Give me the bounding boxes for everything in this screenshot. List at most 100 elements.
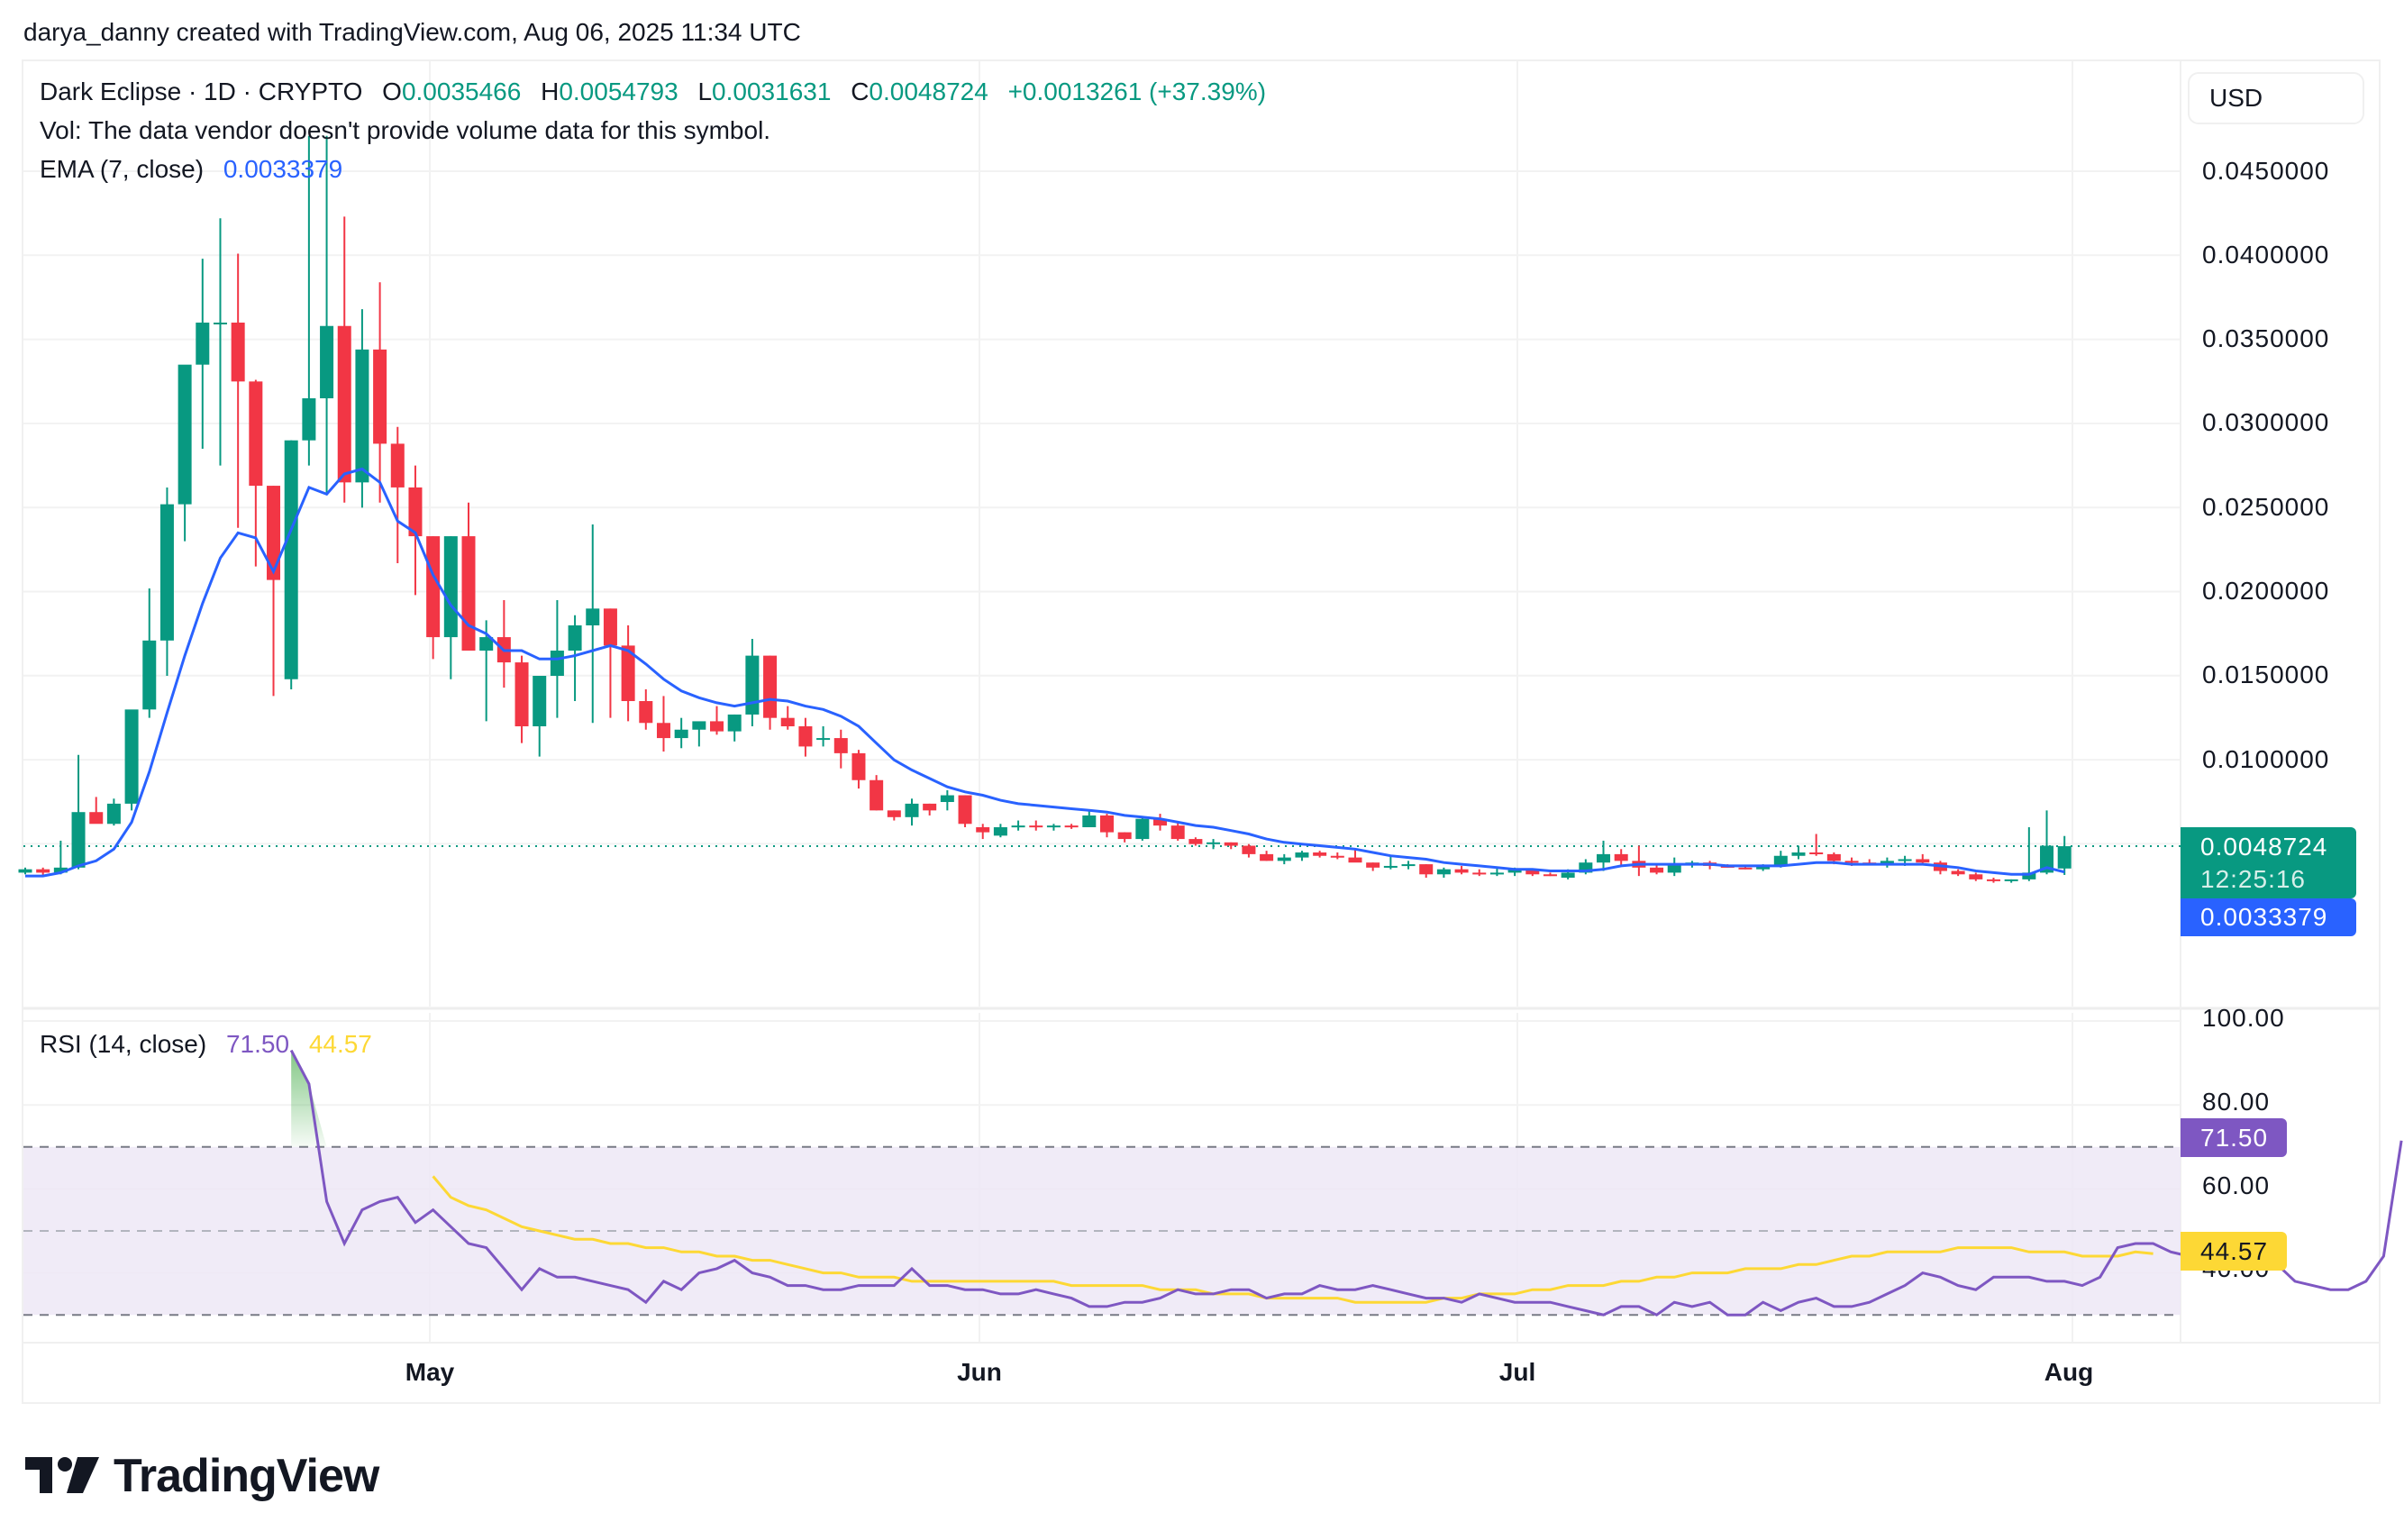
last-price-value: 0.0048724 [2200,833,2328,861]
candle [1348,857,1362,863]
candle [1756,865,1771,870]
candle [1454,869,1469,873]
bar-countdown: 12:25:16 [2200,865,2306,893]
price-tick: 0.0250000 [2202,493,2330,521]
candle [53,867,68,873]
last-price-tag: 0.0048724 12:25:16 [2181,827,2356,898]
candle [550,651,564,677]
candle [1419,864,1434,875]
candle [1667,864,1681,873]
candle [1366,862,1380,868]
candle [1064,825,1079,828]
time-label-jul: Jul [1498,1358,1536,1386]
candle [284,440,298,679]
candle [1826,853,1841,861]
candle [656,723,670,739]
time-label-jun: Jun [957,1358,1002,1386]
candle [1170,825,1185,840]
tradingview-logo-icon [25,1457,99,1493]
candle [1436,869,1451,875]
rsi-ma-value: 44.57 [308,1030,372,1058]
candle [851,752,866,780]
candle [302,398,316,441]
candle [196,323,210,365]
ema-value: 0.0033379 [223,155,343,183]
logo-wordmark: TradingView [114,1450,379,1502]
candle [426,536,441,638]
candle [124,709,139,804]
candle [320,325,334,399]
rsi-tick: 100.00 [2202,1004,2285,1032]
candle [1224,842,1238,846]
candle [1135,818,1150,840]
candle [1330,855,1344,858]
low-value: 0.0031631 [712,77,832,105]
candle [1489,872,1504,875]
price-tick: 0.0150000 [2202,661,2330,688]
candle [267,486,281,580]
rsi-value-tag: 71.50 [2181,1118,2287,1157]
ema-legend[interactable]: EMA (7, close) 0.0033379 [40,155,342,184]
candle [142,640,157,710]
currency-button[interactable]: USD [2188,72,2364,124]
candles [18,135,2072,883]
candle [1579,862,1593,873]
candle [89,812,104,825]
candle [870,779,884,811]
volume-legend: Vol: The data vendor doesn't provide vol… [40,116,771,144]
candle [2040,845,2054,873]
candle [1153,818,1168,826]
candle [1383,865,1398,868]
candle [905,803,919,817]
candle [692,721,706,730]
candle [586,608,600,626]
candle [763,655,778,718]
candle [710,721,724,732]
close-label: C [851,77,870,105]
candle [1242,845,1256,854]
candle [18,869,32,873]
rsi-value: 71.50 [225,1030,290,1058]
candle [1401,864,1416,867]
rsi-overbought-fill [291,1050,327,1147]
candle [1597,853,1611,863]
candle [1561,872,1575,879]
candle [1260,853,1274,861]
low-label: L [697,77,713,105]
candle [1082,815,1097,828]
candle [1650,867,1664,873]
candle [514,662,529,727]
rsi-legend[interactable]: RSI (14, close) 71.50 44.57 [40,1030,372,1059]
rsi-tick: 60.00 [2202,1171,2271,1199]
candle [1046,825,1061,828]
price-tick: 0.0200000 [2202,577,2330,605]
price-tick: 0.0100000 [2202,745,2330,773]
candle [337,325,351,483]
candle [603,608,617,646]
rsi-tick: 80.00 [2202,1088,2271,1116]
time-label-aug: Aug [2044,1358,2094,1386]
candle [1543,874,1557,877]
candle [940,795,954,803]
candle [1313,852,1327,856]
candle [958,795,972,825]
candle [443,536,458,638]
candle [1525,869,1540,875]
candle [887,810,901,817]
symbol-legend: Dark Eclipse · 1D · CRYPTO O0.0035466 H0… [40,77,1266,106]
candle [621,645,635,702]
chart-credit: darya_danny created with TradingView.com… [23,18,801,46]
symbol-title[interactable]: Dark Eclipse · 1D · CRYPTO [40,77,363,105]
rsi-ma-line [432,1175,2154,1304]
candle [923,803,937,811]
candle [1986,879,2000,881]
candle [1880,861,1894,865]
tradingview-logo[interactable]: TradingView [25,1449,379,1503]
candle [1951,870,1965,875]
ema-label: EMA (7, close) [40,155,205,183]
candle [976,827,990,833]
candle [816,738,831,741]
candle [568,625,582,652]
chart-frame [22,59,2381,1404]
